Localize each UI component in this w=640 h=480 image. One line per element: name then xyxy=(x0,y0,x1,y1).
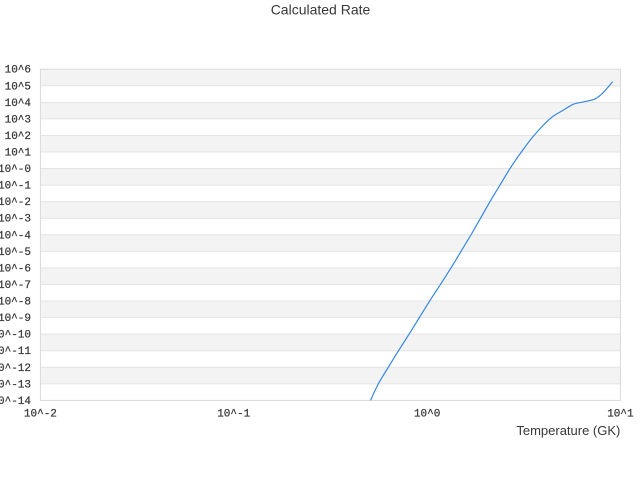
svg-text:Temperature (GK): Temperature (GK) xyxy=(516,423,620,438)
svg-text:10^6: 10^6 xyxy=(5,65,31,77)
svg-text:10^0: 10^0 xyxy=(414,409,440,421)
svg-text:10^-1: 10^-1 xyxy=(217,409,250,421)
svg-text:10^-4: 10^-4 xyxy=(0,230,31,242)
svg-text:10^-8: 10^-8 xyxy=(0,297,31,309)
svg-text:10^1: 10^1 xyxy=(5,148,32,160)
svg-text:10^-12: 10^-12 xyxy=(0,363,31,375)
svg-text:10^-5: 10^-5 xyxy=(0,247,31,259)
svg-text:10^-11: 10^-11 xyxy=(0,346,31,358)
svg-text:10^-2: 10^-2 xyxy=(24,409,57,421)
svg-text:10^-14: 10^-14 xyxy=(0,396,31,408)
svg-text:10^3: 10^3 xyxy=(5,114,31,126)
svg-text:10^-9: 10^-9 xyxy=(0,313,31,325)
svg-text:10^-2: 10^-2 xyxy=(0,197,31,209)
svg-text:Calculated Rate: Calculated Rate xyxy=(271,2,371,18)
svg-text:10^-1: 10^-1 xyxy=(0,181,31,193)
svg-text:10^-6: 10^-6 xyxy=(0,263,31,275)
svg-text:10^2: 10^2 xyxy=(5,131,31,143)
svg-text:10^-10: 10^-10 xyxy=(0,330,31,342)
svg-text:10^4: 10^4 xyxy=(5,98,32,110)
svg-text:10^-0: 10^-0 xyxy=(0,164,31,176)
svg-text:10^-3: 10^-3 xyxy=(0,214,31,226)
svg-text:10^1: 10^1 xyxy=(607,409,634,421)
svg-text:10^5: 10^5 xyxy=(5,81,31,93)
svg-text:10^-7: 10^-7 xyxy=(0,280,31,292)
svg-text:10^-13: 10^-13 xyxy=(0,379,31,391)
